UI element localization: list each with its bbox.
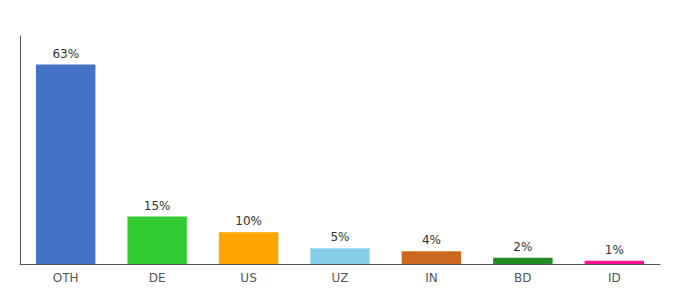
svg-text:10%: 10% [235, 214, 262, 228]
svg-text:2%: 2% [513, 240, 532, 254]
svg-text:DE: DE [149, 271, 166, 285]
svg-text:ID: ID [608, 271, 621, 285]
svg-text:15%: 15% [144, 199, 171, 213]
svg-text:63%: 63% [52, 47, 79, 61]
svg-text:4%: 4% [422, 233, 441, 247]
svg-text:US: US [240, 271, 256, 285]
svg-text:BD: BD [514, 271, 531, 285]
svg-text:IN: IN [425, 271, 438, 285]
svg-text:1%: 1% [605, 243, 624, 257]
svg-text:UZ: UZ [332, 271, 349, 285]
svg-text:5%: 5% [330, 230, 349, 244]
svg-text:OTH: OTH [53, 271, 79, 285]
